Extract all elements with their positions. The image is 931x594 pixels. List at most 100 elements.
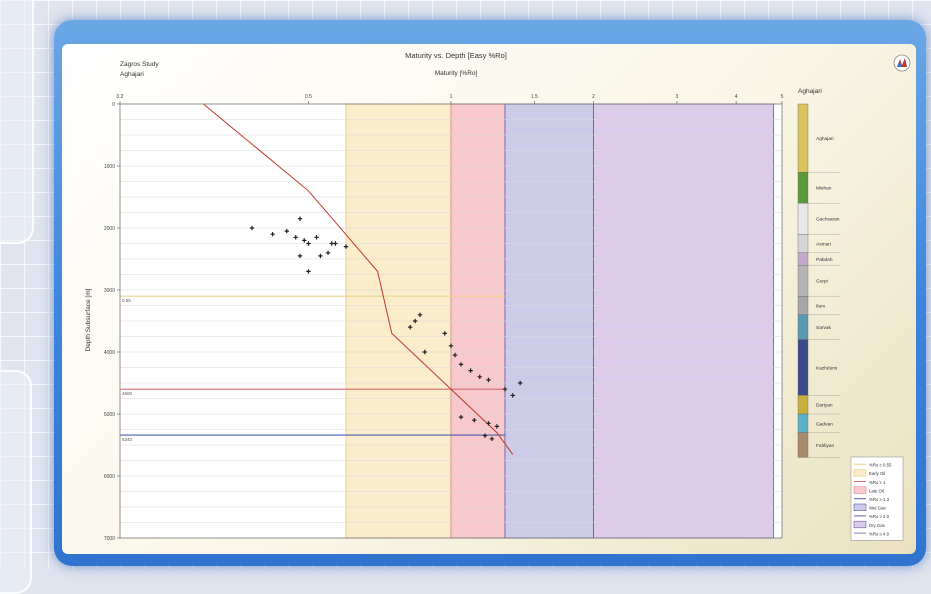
x-tick-label: 4: [735, 94, 738, 100]
measured-point: [510, 393, 515, 398]
x-tick-label: 0.2: [117, 94, 124, 100]
measured-point: [486, 421, 491, 426]
measured-point: [325, 250, 331, 255]
legend-swatch: [853, 503, 867, 511]
maturity-depth-chart: Zagros Study Aghajari Maturity vs. Depth…: [85, 51, 911, 542]
measured-point: [477, 374, 482, 379]
measured-point: [448, 343, 454, 348]
lithology-unit: [797, 339, 809, 396]
lithology-unit: [797, 413, 809, 433]
chart-logo-icon[interactable]: [893, 54, 911, 72]
y-tick-label: 2000: [104, 226, 115, 232]
lithology-unit: [797, 202, 809, 235]
y-tick-label: 7000: [104, 536, 115, 542]
measured-point: [333, 241, 338, 246]
measured-point: [486, 377, 491, 383]
measured-point: [518, 380, 523, 386]
lithology-column-title: Aghajari: [798, 88, 822, 95]
measured-point: [284, 228, 289, 234]
lithology-unit: [797, 314, 809, 340]
measured-point: [458, 362, 464, 367]
measured-point: [343, 244, 349, 249]
lithology-label: Mishan: [816, 186, 832, 192]
measured-point: [494, 424, 500, 429]
legend-label: Late Oil: [869, 488, 884, 493]
lithology-label: Pabdeh: [816, 257, 833, 263]
measured-point: [297, 253, 303, 259]
chart-title: Maturity vs. Depth [Easy %Ro]: [405, 51, 507, 60]
lithology-label: Ilam: [816, 304, 825, 310]
lithology-unit: [797, 395, 809, 415]
legend-swatch: [853, 520, 867, 529]
x-tick-label: 2: [592, 94, 595, 100]
y-tick-label: 4000: [104, 350, 115, 356]
measured-point: [297, 216, 303, 221]
lithology-label: Gadvan: [816, 421, 833, 427]
legend-label: %Ro ≥ 4.0: [869, 531, 890, 536]
measured-point: [468, 368, 473, 373]
measured-point: [306, 241, 311, 246]
measured-point: [482, 433, 488, 438]
depth-threshold-label: 0.55: [122, 298, 131, 303]
lithology-unit: [797, 252, 809, 266]
maturity-curve: [203, 103, 514, 455]
legend-label: Dry Gas: [869, 523, 885, 528]
measured-point: [412, 318, 418, 324]
measured-point: [458, 414, 464, 420]
legend-label: Early Oil: [869, 471, 885, 476]
lithology-label: Gurpi: [816, 279, 828, 285]
measured-point: [417, 312, 423, 317]
measured-point: [452, 352, 458, 358]
legend-label: %Ro ≥ 1: [869, 480, 886, 485]
lithology-label: Kazhdumi: [816, 366, 837, 372]
lithology-unit: [797, 432, 809, 458]
lithology-label: Gachsaran: [816, 217, 840, 223]
x-tick-label: 5: [781, 94, 784, 100]
y-axis-label: Depth Subsurface [m]: [85, 288, 92, 351]
lithology-unit: [797, 103, 809, 173]
depth-threshold-label: 4600: [122, 391, 133, 396]
lithology-unit: [797, 233, 809, 253]
depth-threshold-label: 5340: [122, 437, 133, 442]
measured-point: [293, 235, 298, 240]
y-tick-label: 1000: [104, 164, 115, 170]
x-tick-label: 1.5: [531, 94, 538, 100]
measured-point: [318, 253, 323, 259]
lithology-unit: [797, 265, 809, 297]
lithology-label: Dariyan: [816, 403, 833, 409]
measured-point: [407, 325, 413, 330]
header-well-label: Aghajari: [120, 71, 144, 78]
y-tick-label: 3000: [104, 288, 115, 294]
lithology-label: Aghajari: [816, 136, 834, 142]
lithology-unit: [797, 296, 809, 316]
measured-point: [314, 235, 319, 240]
measured-point: [306, 269, 311, 274]
legend-label: %Ro ≥ 2.0: [869, 514, 890, 519]
lithology-unit: [797, 171, 809, 204]
legend-label: %Ro ≥ 1.3: [869, 497, 890, 502]
background-panel: [0, 0, 34, 244]
x-tick-label: 3: [676, 94, 679, 100]
legend-swatch: [853, 486, 867, 494]
measured-point: [472, 418, 477, 423]
header-study-label: Zagros Study: [120, 61, 159, 68]
y-tick-label: 6000: [104, 474, 115, 480]
x-tick-label: 1: [450, 94, 453, 100]
measured-point: [270, 232, 275, 237]
y-tick-label: 0: [112, 102, 115, 108]
measured-point: [489, 436, 495, 441]
lithology-label: Fahliyan: [816, 443, 834, 449]
measured-point: [249, 225, 255, 231]
x-tick-label: 0.5: [305, 94, 312, 100]
measured-point: [502, 387, 508, 392]
measured-point: [302, 238, 307, 243]
lithology-label: Sarvak: [816, 325, 832, 331]
legend-label: %Ro ≥ 0.55: [869, 463, 892, 468]
background-panel: [0, 370, 32, 594]
legend-swatch: [853, 469, 867, 477]
y-tick-label: 5000: [104, 412, 115, 418]
measured-point: [442, 331, 447, 336]
lithology-label: Asmari: [816, 242, 831, 248]
measured-point: [422, 349, 427, 355]
legend-label: Wet Gas: [869, 506, 886, 511]
